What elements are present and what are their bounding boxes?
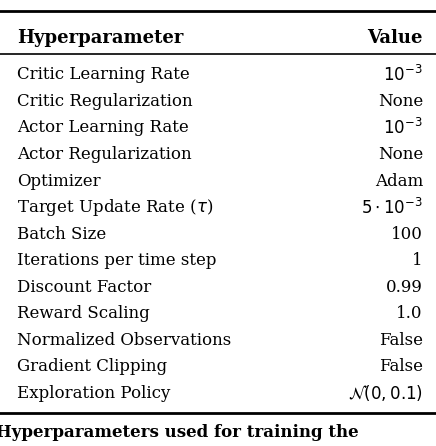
Text: 0.99: 0.99 bbox=[386, 279, 423, 296]
Text: Hyperparameters used for training the: Hyperparameters used for training the bbox=[0, 424, 358, 441]
Text: Gradient Clipping: Gradient Clipping bbox=[17, 359, 167, 376]
Text: Optimizer: Optimizer bbox=[17, 173, 101, 190]
Text: $10^{-3}$: $10^{-3}$ bbox=[383, 118, 423, 138]
Text: $\mathcal{N}(0, 0.1)$: $\mathcal{N}(0, 0.1)$ bbox=[348, 384, 423, 404]
Text: 100: 100 bbox=[391, 226, 423, 243]
Text: 1: 1 bbox=[412, 252, 423, 269]
Text: Critic Learning Rate: Critic Learning Rate bbox=[17, 66, 190, 83]
Text: Batch Size: Batch Size bbox=[17, 226, 107, 243]
Text: $10^{-3}$: $10^{-3}$ bbox=[383, 65, 423, 85]
Text: Target Update Rate ($\tau$): Target Update Rate ($\tau$) bbox=[17, 197, 214, 218]
Text: Hyperparameter: Hyperparameter bbox=[17, 29, 184, 47]
Text: Discount Factor: Discount Factor bbox=[17, 279, 152, 296]
Text: Exploration Policy: Exploration Policy bbox=[17, 385, 171, 402]
Text: None: None bbox=[378, 146, 423, 163]
Text: Normalized Observations: Normalized Observations bbox=[17, 332, 232, 349]
Text: Actor Learning Rate: Actor Learning Rate bbox=[17, 120, 189, 136]
Text: $5 \cdot 10^{-3}$: $5 \cdot 10^{-3}$ bbox=[361, 198, 423, 218]
Text: Iterations per time step: Iterations per time step bbox=[17, 252, 217, 269]
Text: Critic Regularization: Critic Regularization bbox=[17, 93, 193, 110]
Text: False: False bbox=[379, 332, 423, 349]
Text: Value: Value bbox=[368, 29, 423, 47]
Text: Adam: Adam bbox=[375, 173, 423, 190]
Text: Actor Regularization: Actor Regularization bbox=[17, 146, 192, 163]
Text: False: False bbox=[379, 359, 423, 376]
Text: Reward Scaling: Reward Scaling bbox=[17, 306, 150, 322]
Text: 1.0: 1.0 bbox=[396, 306, 423, 322]
Text: None: None bbox=[378, 93, 423, 110]
